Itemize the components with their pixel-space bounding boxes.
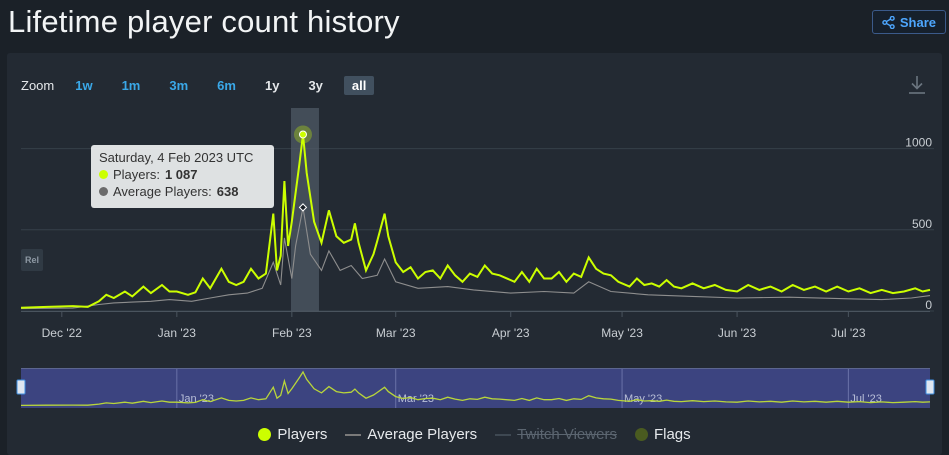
average-players-line [20,207,931,310]
navigator-right-handle [925,379,935,395]
zoom-1m-button[interactable]: 1m [121,77,141,93]
zoom-3y-button[interactable]: 3y [308,77,323,93]
tooltip-players-row: Players: 1 087 [99,166,266,183]
x-tick-label: Mar '23 [376,326,416,340]
legend-twitch-viewers[interactable]: Twitch Viewers [495,426,617,443]
legend-flags-label: Flags [653,426,691,443]
average-dot-icon [99,187,108,196]
legend-players[interactable]: Players [258,426,327,443]
x-tick-label: Jul '23 [831,326,866,340]
player-count-chart: Dec '22 Jan '23 Feb '23 Mar '23 Apr '23 May '… [16,108,935,408]
twitch-legend-icon [495,433,512,436]
legend-average-players[interactable]: Average Players [345,426,477,443]
chart-panel: Dec '22 Jan '23 Feb '23 Mar '23 Apr '23 May '… [7,53,942,455]
players-marker [298,130,307,139]
zoom-3m-button[interactable]: 3m [169,77,189,93]
legend-twitch-label: Twitch Viewers [517,426,617,443]
share-label: Share [899,14,936,30]
x-tick-label: Apr '23 [492,326,530,340]
share-icon [882,15,895,29]
legend-flags[interactable]: Flags [634,426,691,443]
x-tick-label: May '23 [601,326,643,340]
zoom-all-button[interactable]: all [343,75,375,95]
tooltip-average-row: Average Players: 638 [99,183,266,200]
download-icon[interactable] [908,75,926,95]
navigator-tick-label: Jul '23 [850,393,881,405]
players-line [20,134,931,309]
navigator-tick-label: May '23 [624,393,662,405]
flags-legend-icon [634,428,648,441]
navigator-players-line [20,370,931,407]
players-legend-icon [258,428,272,441]
chart-tooltip: Saturday, 4 Feb 2023 UTC Players: 1 087 … [91,145,274,208]
share-button[interactable]: Share [871,10,946,34]
tooltip-average-value: 638 [216,184,239,199]
navigator-left-handle [16,379,26,395]
average-marker [298,203,308,212]
chart-legend: Players Average Players Twitch Viewers F… [7,426,942,443]
tooltip-players-value: 1 087 [164,167,198,182]
y-tick-label: 500 [912,217,932,231]
zoom-1w-button[interactable]: 1w [75,77,93,93]
zoom-label: Zoom [21,77,55,93]
x-tick-label: Jun '23 [718,326,757,340]
legend-average-label: Average Players [367,426,478,443]
tooltip-average-label: Average Players: [113,184,212,199]
page-title: Lifetime player count history [8,4,400,39]
tooltip-date: Saturday, 4 Feb 2023 UTC [99,150,254,165]
x-tick-label: Dec '22 [42,326,83,340]
players-dot-icon [99,170,108,179]
zoom-controls: Zoom 1w 1m 3m 6m 1y 3y all [21,75,375,95]
x-tick-label: Jan '23 [158,326,197,340]
y-tick-label: 1000 [905,136,932,150]
zoom-1y-button[interactable]: 1y [264,77,280,93]
zoom-6m-button[interactable]: 6m [217,77,236,93]
navigator-tick-label: Jan '23 [179,393,214,405]
average-legend-icon [345,433,362,436]
x-tick-label: Feb '23 [272,326,312,340]
y-tick-label: 0 [925,298,932,312]
rel-badge: Rel [21,249,43,271]
legend-players-label: Players [277,426,328,443]
tooltip-players-label: Players: [113,167,160,182]
